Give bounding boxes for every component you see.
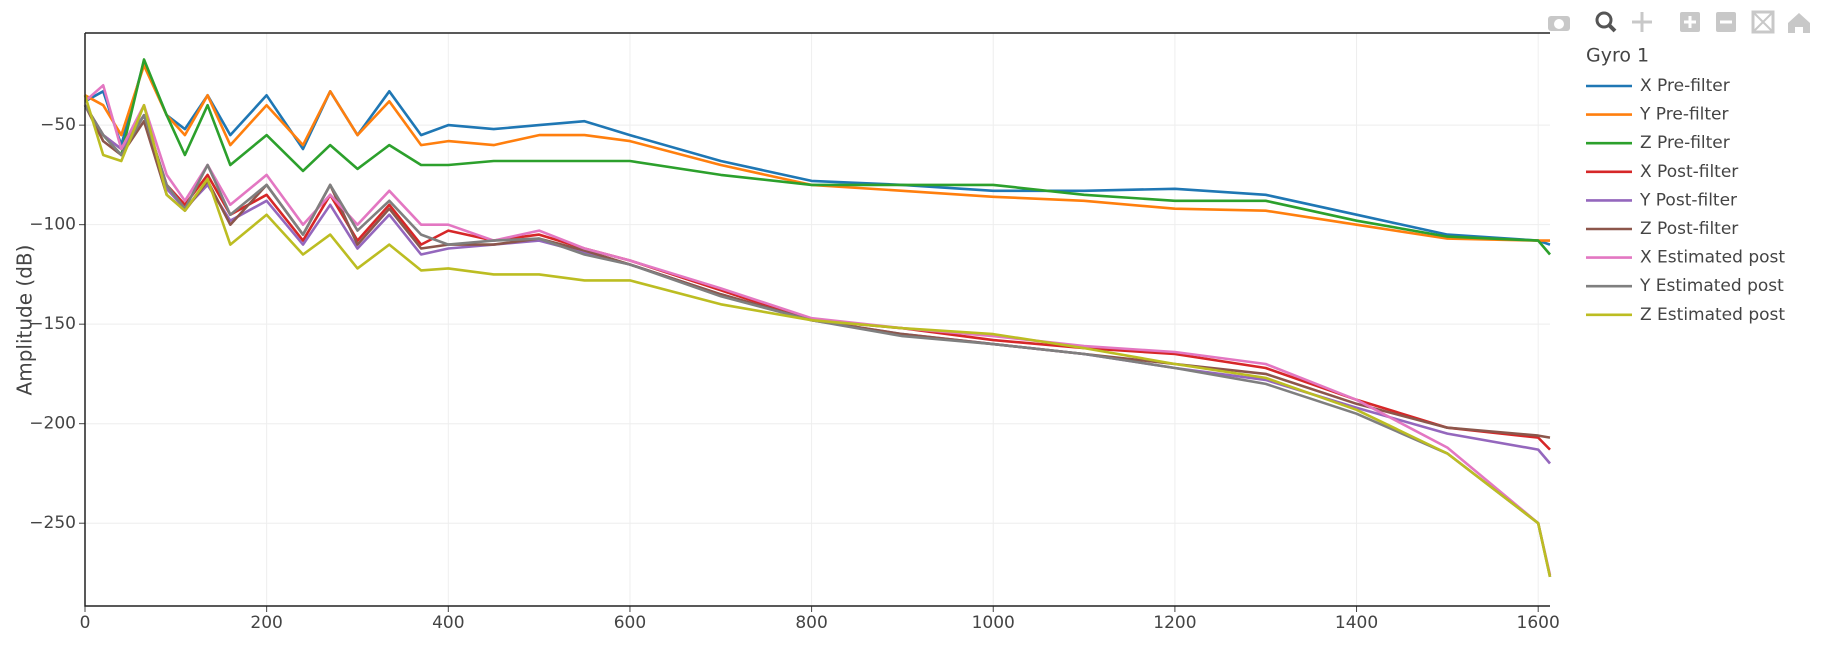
series-line [83, 58, 1551, 256]
series-line [84, 60, 1551, 246]
x-tick-label: 400 [432, 613, 464, 633]
legend-label: X Estimated post [1640, 248, 1785, 268]
legend-label: X Pre-filter [1640, 76, 1730, 96]
series-line [83, 104, 1551, 439]
legend-label: Z Estimated post [1640, 305, 1785, 325]
x-tick-label: 0 [80, 613, 91, 633]
y-tick-label: −150 [29, 314, 76, 334]
series-line [84, 84, 1552, 576]
axis-frame [84, 32, 1550, 607]
pan-button[interactable] [1632, 12, 1652, 32]
zoom-out-button[interactable] [1716, 12, 1736, 32]
series-line [84, 64, 1550, 242]
modebar [1548, 10, 1810, 34]
legend-label: Z Pre-filter [1640, 133, 1730, 153]
y-tick-label: −100 [29, 215, 76, 235]
grid [84, 33, 1550, 606]
zoom-in-button[interactable] [1680, 12, 1700, 32]
x-tick-label: 800 [795, 613, 827, 633]
x-tick-label: 200 [250, 613, 282, 633]
plot-area [83, 58, 1552, 578]
series-line [83, 104, 1551, 465]
camera-button[interactable] [1548, 16, 1570, 31]
series-line [83, 104, 1552, 578]
legend-label: Y Pre-filter [1639, 105, 1729, 125]
y-axis-title: Amplitude (dB) [13, 245, 37, 396]
autoscale-button[interactable] [1751, 10, 1775, 34]
x-tick-label: 1000 [972, 613, 1015, 633]
legend-label: Z Post-filter [1640, 219, 1738, 239]
series-line [83, 94, 1552, 578]
x-tick-label: 1400 [1335, 613, 1378, 633]
zoom-button[interactable] [1595, 11, 1617, 33]
y-tick-label: −200 [29, 414, 76, 434]
series-line [83, 104, 1551, 451]
x-tick-label: 600 [614, 613, 646, 633]
reset-button[interactable] [1788, 13, 1810, 33]
legend-title: Gyro 1 [1586, 45, 1649, 67]
y-tick-label: −250 [29, 513, 76, 533]
x-tick-label: 1600 [1517, 613, 1560, 633]
y-tick-label: −50 [40, 115, 76, 135]
legend-label: X Post-filter [1640, 162, 1738, 182]
legend-label: Y Estimated post [1639, 276, 1784, 296]
legend-label: Y Post-filter [1639, 190, 1737, 210]
x-tick-label: 1200 [1153, 613, 1196, 633]
